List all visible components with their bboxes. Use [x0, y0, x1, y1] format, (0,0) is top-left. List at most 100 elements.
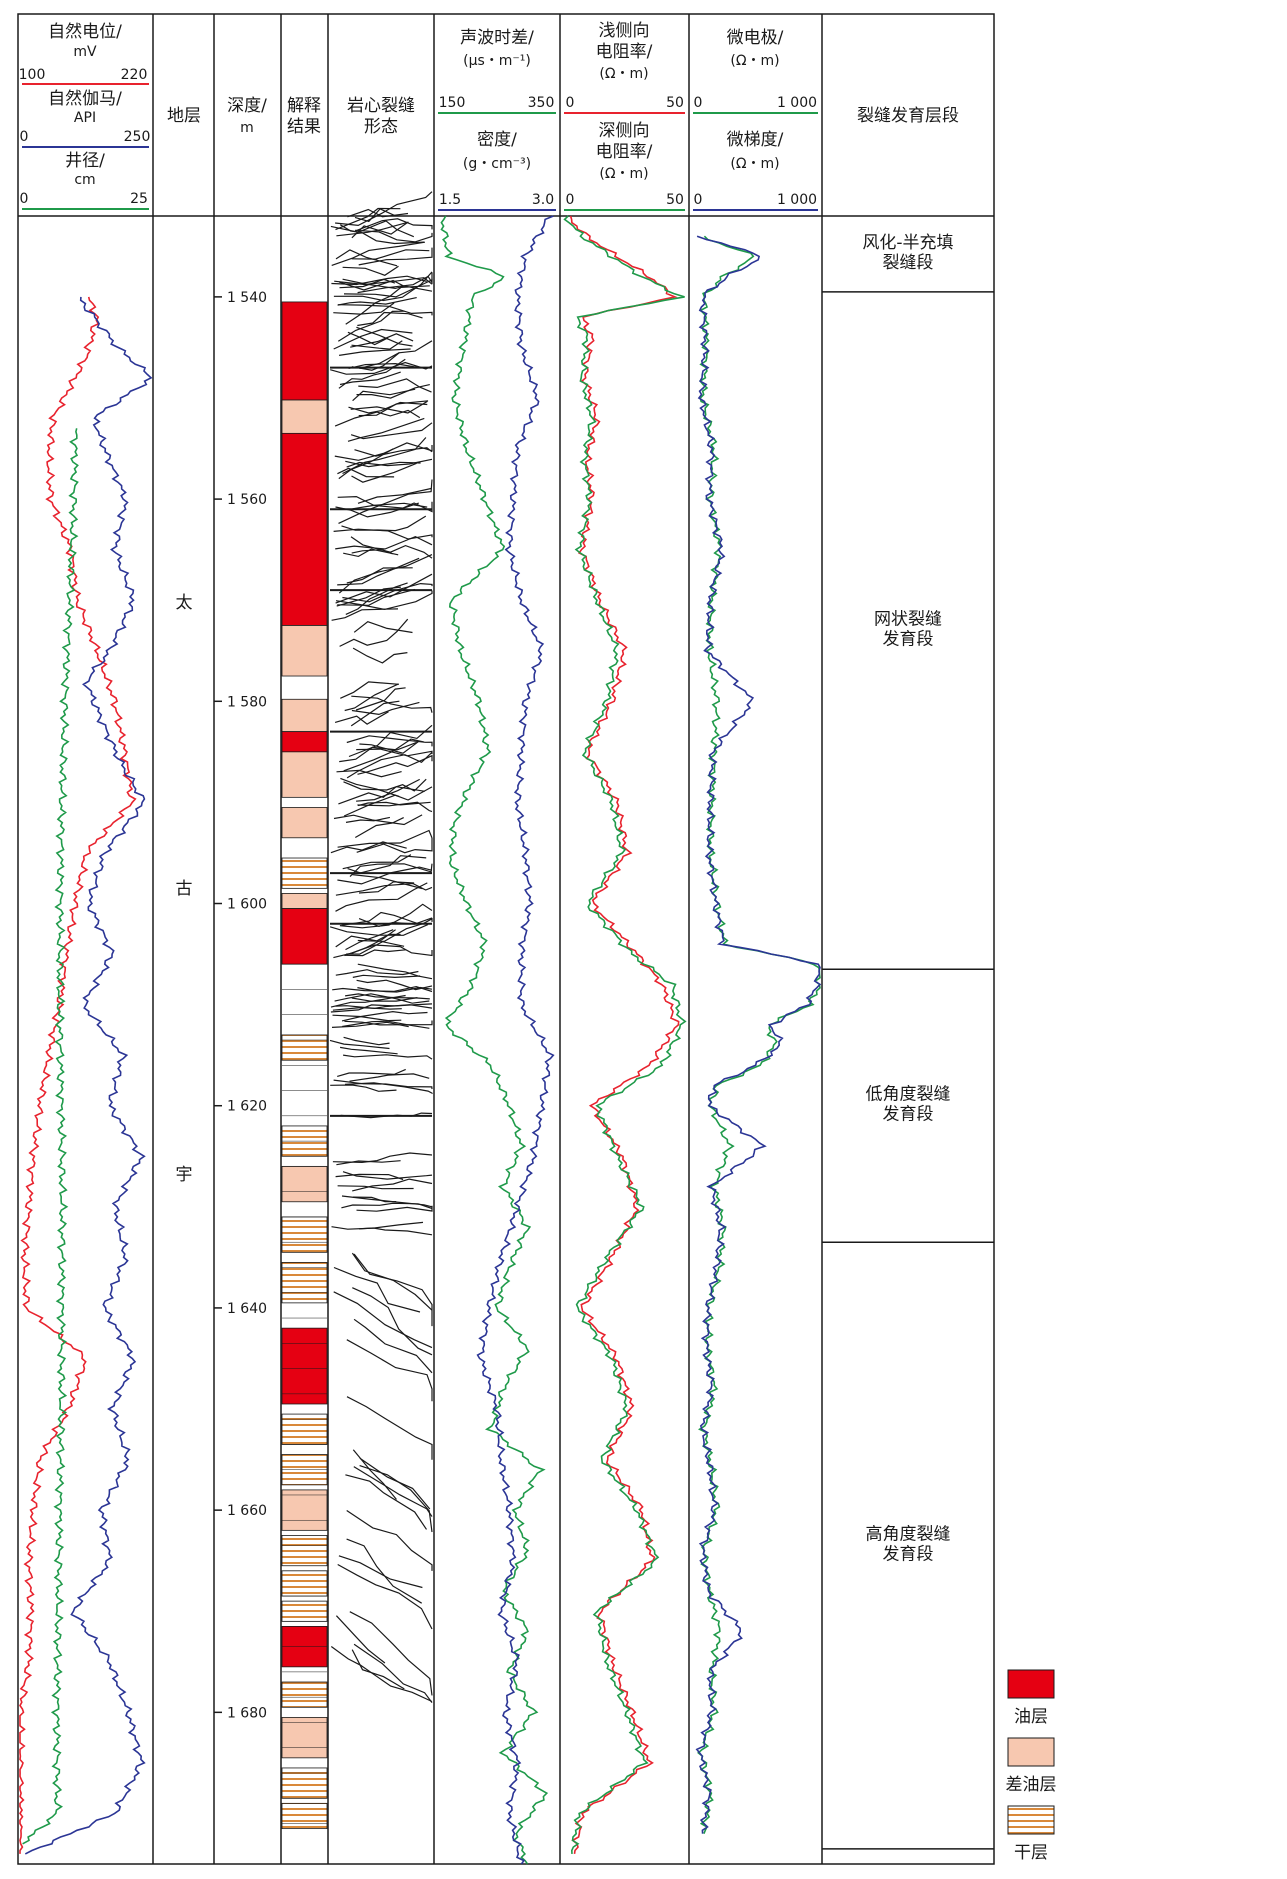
core-fracture-line [354, 229, 433, 243]
core-fracture-line [341, 1202, 433, 1210]
core-fracture-line [353, 1466, 433, 1517]
interp-layer-poor [281, 698, 328, 733]
gr-unit: API [74, 110, 96, 126]
curve-track6-1 [563, 215, 687, 1854]
core-fracture-line [340, 777, 400, 798]
sp-min: 100 [19, 67, 46, 83]
core-fracture-line [331, 1021, 409, 1028]
core-fracture-line [338, 786, 425, 805]
core-fracture-line [343, 548, 399, 558]
core-fracture-line [356, 837, 433, 854]
core-fracture-line [332, 1014, 402, 1022]
depth-tick-label: 1 560 [227, 492, 267, 508]
interp-layer-dry [281, 1034, 328, 1061]
core-fracture-line [359, 340, 433, 369]
curve-track5-1 [476, 215, 555, 1865]
core-fracture-line [357, 311, 423, 327]
zone-label: 发育段 [883, 1105, 934, 1125]
core-fracture-line [335, 969, 419, 976]
mn-max: 1 000 [777, 95, 817, 111]
legend-poor-label: 差油层 [1006, 1775, 1057, 1795]
formation-char-1: 太 [176, 593, 193, 613]
gr-min: 0 [20, 129, 29, 145]
core-fracture-line [357, 801, 433, 813]
core-fracture-line [333, 1266, 421, 1313]
chart-frame [17, 13, 995, 1865]
core-fracture-line [346, 941, 405, 955]
zone-label: 发育段 [883, 1545, 934, 1565]
core-fracture-line [357, 754, 433, 775]
core-fracture-line [342, 1171, 433, 1180]
core-fracture-line [332, 985, 433, 993]
core-fracture-line [355, 218, 433, 232]
core-fracture-line [352, 1178, 433, 1192]
core-fracture-line [351, 221, 409, 239]
cal-unit: cm [74, 172, 95, 188]
interp-layer-dry [281, 1767, 328, 1799]
core-fracture-line [332, 1006, 402, 1011]
core-fracture-line [335, 249, 398, 267]
interp-layer-poor [281, 1716, 328, 1759]
core-fracture-line [331, 275, 427, 286]
interp-header-1: 解释 [287, 96, 321, 116]
core-fracture-line [349, 1611, 433, 1696]
core-fracture-line [350, 400, 428, 414]
interp-layer-poor [281, 625, 328, 677]
zones-header: 裂缝发育层段 [857, 106, 959, 126]
core-fracture-line [330, 220, 415, 238]
cal-min: 0 [20, 191, 29, 207]
core-fracture-line [352, 1196, 397, 1203]
core-fracture-line [337, 829, 433, 848]
core-fracture-line [340, 1046, 398, 1055]
core-fracture-line [356, 326, 413, 347]
core-fracture-line [359, 1465, 433, 1533]
core-fracture-line [352, 1287, 433, 1356]
core-fracture-line [335, 933, 401, 948]
core-fracture-track [329, 191, 433, 1703]
curve-track5-0 [440, 215, 549, 1865]
core-fracture-line [358, 881, 415, 894]
depth-header: 深度/ [227, 96, 267, 116]
core-fracture-line [332, 1152, 433, 1164]
depth-tick-label: 1 600 [227, 897, 267, 913]
core-fracture-line [345, 924, 429, 951]
core-fracture-line [347, 208, 409, 218]
core-fracture-line [330, 994, 406, 1008]
gr-title: 自然伽马/ [48, 89, 122, 109]
core-fracture-line [357, 272, 433, 294]
core-fracture-line [337, 1068, 406, 1077]
core-fracture-line [330, 1084, 397, 1092]
core-fracture-line [352, 388, 416, 402]
interp-layer-dry [281, 1570, 328, 1597]
interp-layer-poor [281, 399, 328, 434]
core-fracture-line [341, 911, 433, 926]
zone-label: 低角度裂缝 [866, 1085, 951, 1105]
interp-layer-dry [281, 1681, 328, 1708]
sp-unit: mV [73, 44, 97, 60]
interp-layer-poor [281, 751, 328, 798]
depth-tick-label: 1 620 [227, 1099, 267, 1115]
mi-title: 微梯度/ [727, 130, 784, 150]
core-fracture-line [335, 882, 433, 896]
core-fracture-line [341, 515, 427, 532]
zone-label: 高角度裂缝 [866, 1525, 951, 1545]
den-min: 1.5 [439, 192, 461, 208]
core-fracture-line [358, 378, 432, 393]
den-title: 密度/ [477, 130, 517, 150]
depth-tick-label: 1 660 [227, 1503, 267, 1519]
mn-min: 0 [694, 95, 703, 111]
core-fracture-line [331, 241, 425, 266]
mi-unit: (Ω・m) [730, 156, 779, 172]
interpretation-track [281, 301, 328, 1830]
sp-title: 自然电位/ [48, 22, 122, 42]
core-fracture-line [337, 297, 417, 306]
core-fracture-line [335, 1173, 404, 1181]
core-fracture-line [338, 448, 394, 480]
core-fracture-line [351, 701, 420, 716]
core-fracture-line [350, 700, 400, 727]
core-fracture-line [346, 735, 433, 747]
core-fracture-line [352, 974, 421, 979]
core-fracture-line [337, 1185, 414, 1190]
core-fracture-line [339, 618, 409, 647]
